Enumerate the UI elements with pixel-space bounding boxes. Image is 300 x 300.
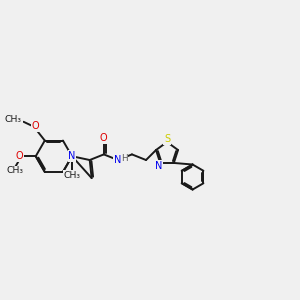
Text: H: H xyxy=(121,154,128,163)
Text: N: N xyxy=(155,161,163,171)
Text: S: S xyxy=(164,134,170,144)
Text: N: N xyxy=(68,151,76,161)
Text: O: O xyxy=(32,122,39,131)
Text: CH₃: CH₃ xyxy=(7,167,24,176)
Text: O: O xyxy=(100,133,108,143)
Text: O: O xyxy=(16,151,23,161)
Text: N: N xyxy=(114,155,121,165)
Text: CH₃: CH₃ xyxy=(5,115,22,124)
Text: CH₃: CH₃ xyxy=(64,170,80,179)
